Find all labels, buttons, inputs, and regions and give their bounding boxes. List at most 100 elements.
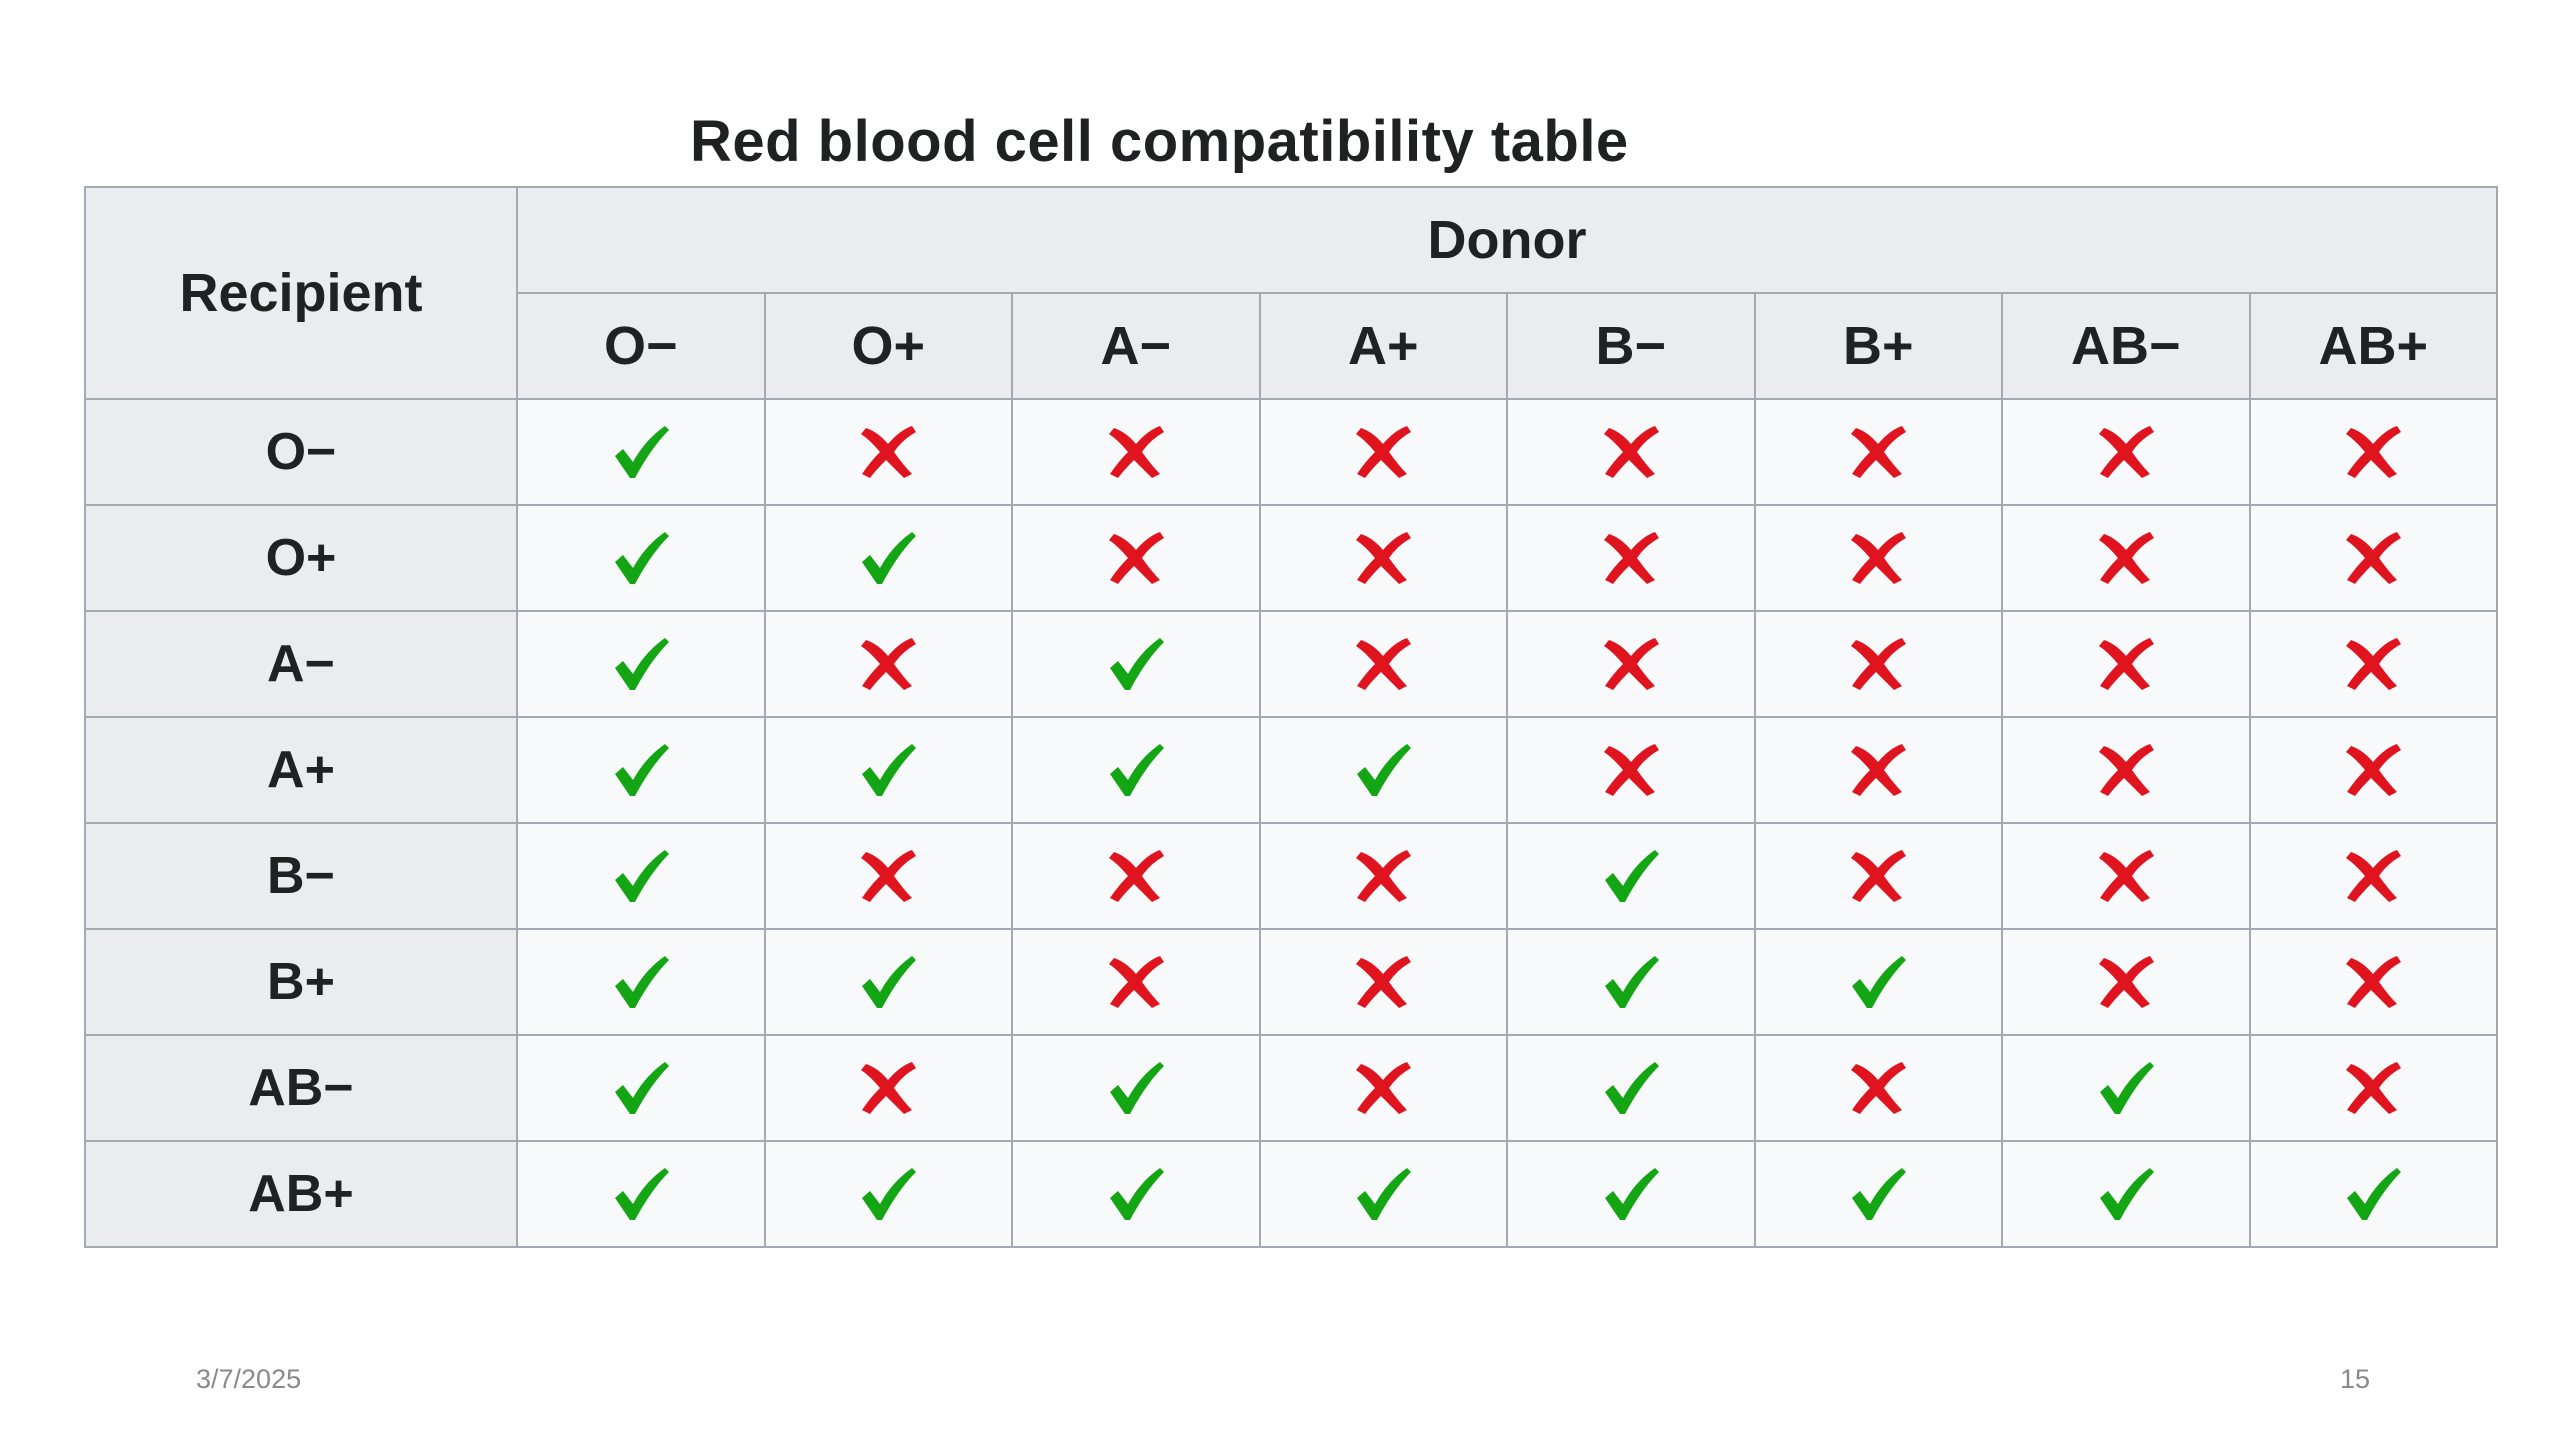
compatibility-cell bbox=[1753, 398, 2003, 506]
compatibility-cell bbox=[1258, 928, 1508, 1036]
compatibility-cell bbox=[2001, 1140, 2251, 1248]
check-icon bbox=[2003, 1164, 2249, 1224]
table-row: O− bbox=[84, 398, 2498, 506]
compatibility-cell bbox=[1506, 504, 1756, 612]
compatibility-cell bbox=[763, 716, 1013, 824]
compatibility-cell bbox=[1011, 610, 1261, 718]
compatibility-cell bbox=[1506, 1140, 1756, 1248]
header-row-donor: Recipient Donor bbox=[84, 186, 2498, 400]
cross-icon bbox=[1508, 424, 1754, 480]
cross-icon bbox=[1261, 424, 1507, 480]
compatibility-cell bbox=[2001, 1034, 2251, 1142]
check-icon bbox=[1508, 1164, 1754, 1224]
check-icon bbox=[1261, 740, 1507, 800]
cross-icon bbox=[766, 1060, 1012, 1116]
table-row: AB+ bbox=[84, 1140, 2498, 1248]
compatibility-cell bbox=[2248, 716, 2498, 824]
compatibility-cell bbox=[2248, 822, 2498, 930]
compatibility-cell bbox=[2001, 716, 2251, 824]
compatibility-cell bbox=[2248, 928, 2498, 1036]
compatibility-cell bbox=[516, 928, 766, 1036]
compatibility-cell bbox=[2248, 610, 2498, 718]
check-icon bbox=[1756, 1164, 2002, 1224]
compatibility-cell bbox=[763, 1140, 1013, 1248]
check-icon bbox=[1756, 952, 2002, 1012]
cross-icon bbox=[2003, 530, 2249, 586]
cross-icon bbox=[2251, 742, 2497, 798]
table-row: B+ bbox=[84, 928, 2498, 1036]
cross-icon bbox=[1508, 742, 1754, 798]
cross-icon bbox=[1756, 742, 2002, 798]
compatibility-cell bbox=[516, 822, 766, 930]
compatibility-cell bbox=[1753, 928, 2003, 1036]
check-icon bbox=[518, 634, 764, 694]
cross-icon bbox=[766, 424, 1012, 480]
compatibility-cell bbox=[1011, 928, 1261, 1036]
check-icon bbox=[766, 1164, 1012, 1224]
compatibility-cell bbox=[2248, 398, 2498, 506]
check-icon bbox=[1508, 952, 1754, 1012]
donor-column-header: O− bbox=[516, 292, 766, 400]
recipient-row-header: AB− bbox=[84, 1034, 518, 1142]
check-icon bbox=[518, 528, 764, 588]
cross-icon bbox=[2003, 742, 2249, 798]
check-icon bbox=[518, 422, 764, 482]
compatibility-cell bbox=[2001, 928, 2251, 1036]
table-body: O− O+ A− A+ B− B+ AB− AB+ bbox=[84, 398, 2498, 1248]
cross-icon bbox=[766, 636, 1012, 692]
recipient-header: Recipient bbox=[84, 186, 518, 400]
compatibility-cell bbox=[1258, 822, 1508, 930]
compatibility-cell bbox=[1753, 716, 2003, 824]
cross-icon bbox=[2003, 636, 2249, 692]
compatibility-cell bbox=[1011, 1140, 1261, 1248]
recipient-row-header: AB+ bbox=[84, 1140, 518, 1248]
compatibility-cell bbox=[763, 504, 1013, 612]
check-icon bbox=[518, 952, 764, 1012]
compatibility-cell bbox=[1753, 1034, 2003, 1142]
footer-date: 3/7/2025 bbox=[196, 1364, 302, 1394]
compatibility-cell bbox=[1753, 610, 2003, 718]
cross-icon bbox=[1756, 530, 2002, 586]
compatibility-cell bbox=[2248, 1034, 2498, 1142]
compatibility-cell bbox=[1506, 1034, 1756, 1142]
donor-column-header: AB+ bbox=[2248, 292, 2498, 400]
compatibility-cell bbox=[763, 610, 1013, 718]
table-row: O+ bbox=[84, 504, 2498, 612]
cross-icon bbox=[1508, 636, 1754, 692]
check-icon bbox=[1508, 846, 1754, 906]
compatibility-cell bbox=[516, 504, 766, 612]
cross-icon bbox=[2251, 1060, 2497, 1116]
compatibility-cell bbox=[516, 716, 766, 824]
check-icon bbox=[766, 740, 1012, 800]
table-row: A− bbox=[84, 610, 2498, 718]
compatibility-cell bbox=[516, 610, 766, 718]
compatibility-cell bbox=[1011, 398, 1261, 506]
compatibility-cell bbox=[2001, 610, 2251, 718]
recipient-row-header: A+ bbox=[84, 716, 518, 824]
check-icon bbox=[2003, 1058, 2249, 1118]
cross-icon bbox=[2003, 954, 2249, 1010]
compatibility-cell bbox=[1258, 1034, 1508, 1142]
compatibility-cell bbox=[1258, 610, 1508, 718]
compatibility-cell bbox=[516, 1140, 766, 1248]
check-icon bbox=[1013, 1164, 1259, 1224]
compatibility-cell bbox=[1506, 610, 1756, 718]
compatibility-cell bbox=[1011, 1034, 1261, 1142]
compatibility-cell bbox=[2248, 1140, 2498, 1248]
donor-header: Donor bbox=[516, 186, 2498, 294]
compatibility-cell bbox=[1753, 822, 2003, 930]
cross-icon bbox=[1013, 848, 1259, 904]
compatibility-cell bbox=[1753, 1140, 2003, 1248]
donor-column-header: B+ bbox=[1753, 292, 2003, 400]
check-icon bbox=[1013, 740, 1259, 800]
check-icon bbox=[1013, 634, 1259, 694]
header-row-donor-types: O− O+ A− A+ B− B+ AB− AB+ bbox=[85, 292, 2498, 400]
check-icon bbox=[518, 846, 764, 906]
compatibility-cell bbox=[1011, 822, 1261, 930]
recipient-row-header: B+ bbox=[84, 928, 518, 1036]
cross-icon bbox=[766, 848, 1012, 904]
compatibility-cell bbox=[1506, 716, 1756, 824]
compatibility-cell bbox=[1258, 398, 1508, 506]
compatibility-cell bbox=[2001, 398, 2251, 506]
compatibility-cell bbox=[763, 398, 1013, 506]
